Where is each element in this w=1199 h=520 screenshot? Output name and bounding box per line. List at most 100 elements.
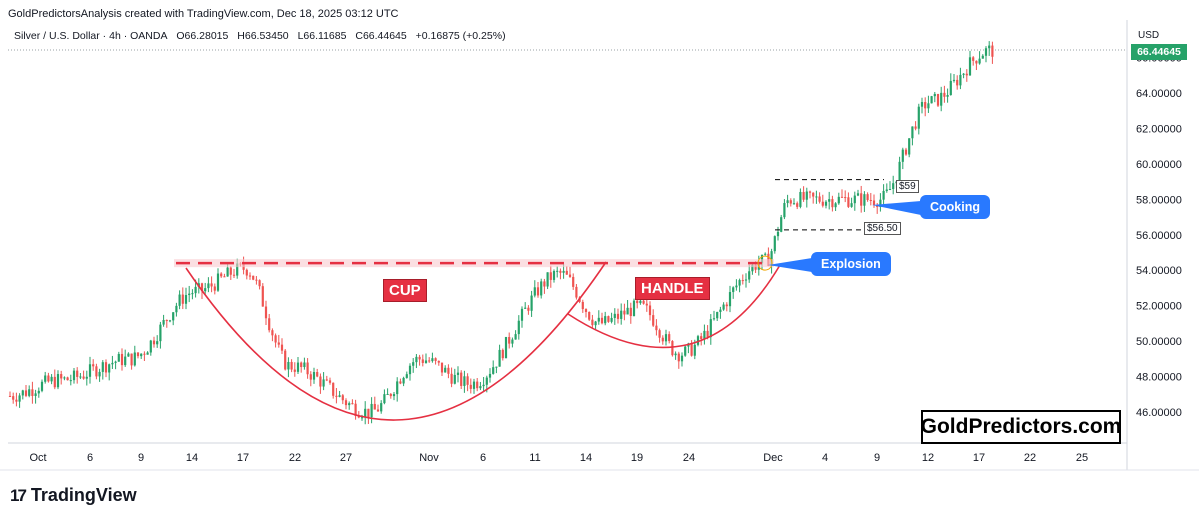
candle-body <box>940 92 943 106</box>
open-value: O66.28015 <box>176 30 229 42</box>
candle-body <box>316 371 319 377</box>
candle-body <box>879 199 882 208</box>
low-value: L66.11685 <box>297 30 347 42</box>
candle-body <box>207 283 210 289</box>
candle-body <box>220 273 223 277</box>
x-tick-label: 4 <box>822 452 828 464</box>
candle-body <box>840 196 844 198</box>
candle-body <box>664 334 668 342</box>
candle-body <box>962 73 965 75</box>
candle-body <box>18 395 21 402</box>
symbol-info-bar: Silver / U.S. Dollar · 4h · OANDA O66.28… <box>14 30 512 42</box>
cooking-callout: Cooking <box>920 195 990 219</box>
breakout-marker <box>757 255 773 271</box>
candle-body <box>277 342 280 345</box>
candle-body <box>703 330 706 340</box>
candle-body <box>607 316 610 322</box>
candle-body <box>498 349 501 367</box>
candle-body <box>501 349 504 359</box>
x-tick-label: 11 <box>529 452 540 464</box>
candle-body <box>268 318 271 331</box>
candle-body <box>335 395 338 397</box>
candle-body <box>386 393 389 395</box>
candle-body <box>914 126 917 129</box>
candle-body <box>373 403 376 410</box>
x-tick-label: 24 <box>683 452 695 464</box>
candle-body <box>642 300 645 304</box>
candle-body <box>508 337 511 344</box>
candle-body <box>226 267 229 277</box>
symbol-name[interactable]: Silver / U.S. Dollar · 4h · OANDA <box>14 30 168 42</box>
candle-body <box>312 371 316 380</box>
candle-body <box>978 58 981 64</box>
candle-body <box>120 353 124 366</box>
candle-body <box>127 353 130 357</box>
candle-body <box>274 335 277 343</box>
candle-body <box>437 360 440 363</box>
handle-label: HANDLE <box>635 277 710 300</box>
candle-body <box>332 382 335 396</box>
candle-body <box>725 304 728 307</box>
candle-body <box>117 353 120 362</box>
candle-body <box>463 376 466 386</box>
y-tick-label: 58.00000 <box>1136 194 1182 206</box>
candle-body <box>252 275 255 280</box>
candle-body <box>69 380 72 382</box>
candle-body <box>943 92 946 97</box>
candle-body <box>610 317 613 322</box>
candle-body <box>924 102 927 109</box>
candle-body <box>869 199 872 201</box>
candle-body <box>796 203 799 207</box>
candle-body <box>261 286 264 307</box>
candle-body <box>341 395 344 401</box>
handle-curve <box>567 264 781 349</box>
candle-body <box>472 381 476 389</box>
candle-body <box>904 149 908 155</box>
candle-body <box>152 340 156 345</box>
cup-label: CUP <box>383 279 427 302</box>
candle-body <box>383 394 386 404</box>
x-tick-label: 14 <box>580 452 592 464</box>
candle-body <box>872 200 876 206</box>
candle-body <box>828 199 831 202</box>
candle-body <box>645 303 648 306</box>
candle-body <box>370 403 373 418</box>
candle-body <box>690 343 693 356</box>
candle-body <box>540 281 543 296</box>
candle-body <box>357 416 360 418</box>
candle-body <box>802 191 805 200</box>
candle-body <box>31 389 34 396</box>
candle-body <box>546 272 549 287</box>
candle-body <box>975 60 978 64</box>
candle-body <box>149 340 152 353</box>
candle-body <box>53 376 56 388</box>
attribution-text: GoldPredictorsAnalysis created with Trad… <box>8 8 399 20</box>
candle-body <box>210 283 213 287</box>
tradingview-logo[interactable]: 17 TradingView <box>10 485 137 506</box>
candle-body <box>255 279 258 281</box>
candle-body <box>418 356 421 360</box>
y-tick-label: 46.00000 <box>1136 407 1182 419</box>
candle-body <box>524 307 527 309</box>
candle-body <box>191 293 194 295</box>
candle-body <box>709 319 712 338</box>
candle-body <box>348 403 351 406</box>
candle-body <box>556 270 559 272</box>
candle-body <box>248 275 252 277</box>
candle-body <box>165 319 168 321</box>
candle-body <box>351 403 354 405</box>
candle-body <box>133 352 136 366</box>
candle-body <box>908 138 911 155</box>
candle-body <box>885 189 888 191</box>
candle-body <box>821 201 824 206</box>
candle-body <box>536 287 540 296</box>
candle-body <box>479 386 482 389</box>
candle-body <box>671 341 674 356</box>
candle-body <box>581 301 584 310</box>
x-tick-label: 17 <box>237 452 249 464</box>
candle-body <box>594 321 597 326</box>
candle-body <box>834 203 837 208</box>
candle-body <box>780 217 783 232</box>
candle-body <box>783 203 786 218</box>
candle-body <box>981 55 984 59</box>
